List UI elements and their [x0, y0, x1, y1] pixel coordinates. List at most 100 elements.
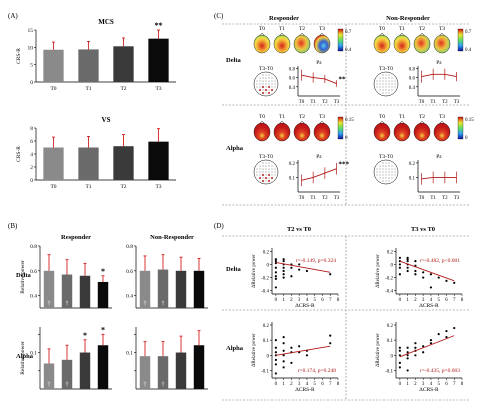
significant-electrode: [262, 92, 264, 94]
bar: [113, 46, 134, 82]
scatter-point: [406, 369, 409, 372]
electrode: [271, 168, 273, 170]
y-tick-label: 6: [30, 139, 33, 145]
bar: [157, 269, 169, 308]
scatter-point: [445, 329, 448, 333]
x-tick-label: T1: [85, 184, 91, 190]
x-tick-label: 7: [453, 382, 456, 387]
electrode: [259, 165, 261, 167]
y-tick-label: 2: [30, 165, 33, 171]
scalp-diff-label: T3-T0: [379, 66, 393, 72]
topomap-nose: [279, 120, 285, 124]
colorbar: [337, 28, 344, 52]
electrode: [262, 177, 264, 179]
scatter-point: [406, 354, 409, 357]
bar: [79, 352, 91, 389]
x-tick-label: 0: [399, 298, 402, 303]
electrode: [265, 165, 267, 167]
scatter-point: [274, 258, 277, 261]
electrode: [274, 168, 276, 170]
x-tick-label: 5: [313, 382, 316, 387]
electrode: [262, 165, 264, 167]
electrode: [268, 89, 270, 91]
electrode: [385, 165, 387, 167]
electrode: [379, 165, 381, 167]
scatter-point: [422, 345, 425, 348]
significant-electrode: [259, 89, 261, 91]
electrode: [265, 168, 267, 170]
scatter-point: [290, 361, 293, 364]
scatter-point: [398, 361, 401, 364]
x-tick-label: 3: [298, 298, 301, 303]
column-header: Non-Responder: [150, 234, 194, 241]
electrode: [268, 171, 270, 173]
topomap-head: [433, 122, 451, 142]
y-tick-label: 0: [391, 354, 394, 359]
electrode: [385, 86, 387, 88]
scatter-point: [453, 281, 456, 284]
scatter-point: [398, 346, 401, 349]
y-tick-label: 0: [391, 263, 394, 268]
topomap-label: T1: [399, 114, 405, 120]
bar: [139, 270, 151, 308]
electrode: [394, 80, 396, 82]
electrode: [391, 165, 393, 167]
scatter-point: [414, 342, 417, 345]
x-tick-label: 8: [461, 298, 464, 303]
scatter-point: [422, 271, 425, 274]
electrode: [265, 74, 267, 76]
electrode: [265, 86, 267, 88]
bar: [157, 356, 169, 389]
topomap-label: T2: [299, 114, 305, 120]
topomap-nose: [279, 32, 285, 36]
scatter-point: [398, 256, 401, 259]
y-axis-label: ΔRelative power: [376, 333, 381, 367]
electrode: [259, 77, 261, 79]
topomap-label: T3: [439, 26, 445, 32]
electrode: [268, 74, 270, 76]
bar: [148, 141, 169, 180]
scatter-point: [298, 268, 301, 271]
bar: [43, 363, 55, 389]
scatter-point: [398, 266, 401, 269]
topomap-label: T0: [379, 26, 385, 32]
electrode: [379, 77, 381, 79]
scatter-point: [290, 275, 293, 278]
topomap-head: [253, 122, 271, 142]
x-tick-label: T3: [155, 86, 161, 92]
scatter-point: [398, 366, 401, 369]
y-tick-label: 0.1: [289, 176, 296, 181]
electrode: [394, 168, 396, 170]
scatter-point: [329, 342, 332, 345]
y-axis-label: Relative power: [20, 260, 26, 294]
y-tick-label: 0.6: [126, 269, 133, 275]
electrode: [256, 171, 258, 173]
x-tick-label: T1: [85, 86, 91, 92]
scalp-diff-label: T3-T0: [379, 154, 393, 160]
colorbar-min-label: 0: [465, 136, 468, 141]
electrode: [271, 174, 273, 176]
line-chart-label: Pz: [436, 60, 442, 66]
scatter-point: [414, 260, 417, 263]
y-tick-label: 0: [30, 178, 33, 184]
x-tick-label: T2: [120, 86, 126, 92]
x-tick-label: 0: [399, 382, 402, 387]
electrode: [382, 89, 384, 91]
y-tick-label: 4: [30, 152, 33, 158]
bar: [97, 281, 109, 308]
y-tick-label: 0.8: [126, 244, 133, 250]
dagger-mark: †: [144, 301, 147, 307]
electrode: [391, 77, 393, 79]
electrode: [259, 174, 261, 176]
scatter-point: [406, 351, 409, 354]
electrode: [271, 83, 273, 85]
scatter-point: [398, 273, 401, 276]
electrode: [268, 83, 270, 85]
x-tick-label: 2: [290, 382, 293, 387]
significance-mark: **: [155, 21, 163, 30]
electrode: [262, 171, 264, 173]
significant-electrode: [265, 177, 267, 179]
y-tick-label: 0.8: [30, 244, 37, 250]
electrode: [379, 89, 381, 91]
electrode: [262, 162, 264, 164]
